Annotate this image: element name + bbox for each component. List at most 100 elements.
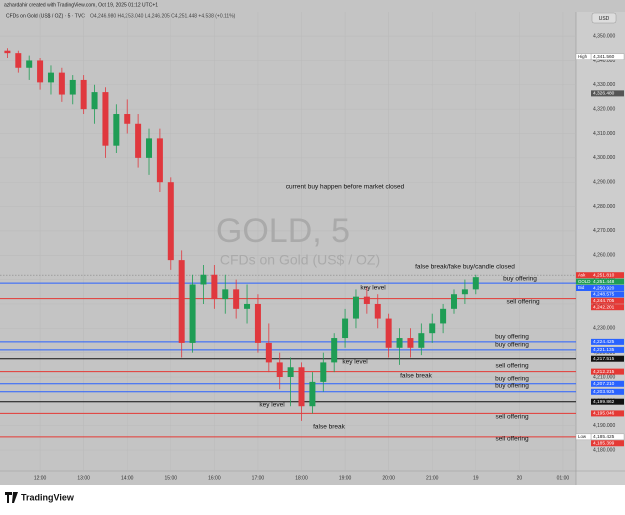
annotation: buy offering	[495, 383, 529, 390]
ohlc: O4,246.980 H4,253.040 L4,246.205 C4,251.…	[90, 13, 236, 19]
annotation: false break	[400, 373, 433, 380]
price-label-box	[591, 90, 624, 97]
price-label: 4,212.215	[593, 369, 615, 375]
price-label: 4,221.135	[593, 347, 615, 353]
candle-body	[189, 284, 196, 343]
candle-body	[156, 138, 163, 183]
price-tag-box	[576, 272, 591, 279]
price-label: 4,185.425	[593, 434, 615, 440]
candle-body	[309, 381, 316, 407]
candle-body	[233, 289, 240, 309]
price-label-box	[591, 338, 624, 345]
currency[interactable]: USD	[599, 16, 610, 22]
price-label-box	[591, 380, 624, 387]
candle-body	[298, 367, 305, 407]
price-tag-box	[576, 285, 591, 292]
symbol-line: CFDs on Gold (US$ / OZ) · 5 · TVC	[6, 13, 85, 19]
candle-body	[461, 289, 468, 295]
x-tick-label: 01:00	[557, 475, 570, 481]
price-label: 4,326.480	[593, 91, 615, 97]
annotation: false break	[313, 424, 346, 431]
x-tick-label: 17:00	[252, 475, 265, 481]
annotation: key level	[259, 402, 285, 409]
candle-body	[352, 296, 359, 319]
price-tag: Low	[578, 434, 587, 439]
y-tick-label: 4,190.000	[593, 423, 615, 429]
annotation: key level	[360, 285, 386, 292]
price-label: 4,251.810	[593, 272, 615, 278]
candle-body	[47, 72, 54, 83]
price-label-box	[591, 297, 624, 304]
x-tick-label: 19:00	[339, 475, 352, 481]
candle-body	[320, 362, 327, 382]
annotation: buy offering	[503, 276, 537, 283]
currency-button[interactable]	[591, 12, 617, 24]
price-label: 4,248.575	[593, 292, 615, 298]
credit: azhardahir created with TradingView.com,…	[4, 2, 158, 8]
annotation: sell offering	[495, 414, 529, 421]
candle-body	[4, 50, 11, 54]
price-label: 4,207.210	[593, 381, 615, 387]
candle-body	[113, 114, 120, 146]
price-label: 4,224.425	[593, 339, 615, 345]
annotation: buy offering	[495, 376, 529, 383]
annotation: false break/fake buy/candle closed	[415, 264, 515, 271]
price-label-box	[591, 355, 624, 362]
price-label: 4,195.046	[593, 411, 615, 417]
price-label-box	[591, 388, 624, 395]
candle-body	[342, 318, 349, 339]
price-label: 4,199.862	[593, 399, 615, 405]
price-label-box	[591, 304, 624, 311]
annotation: sell offering	[495, 363, 529, 370]
y-tick-label: 4,340.000	[593, 58, 615, 64]
price-label-box	[591, 272, 624, 279]
y-tick-label: 4,230.000	[593, 326, 615, 332]
y-tick-label: 4,270.000	[593, 228, 615, 234]
plot: 4,180.0004,190.0004,200.0004,210.0004,22…	[0, 12, 625, 481]
candle-body	[135, 123, 142, 158]
price-label: 4,341.560	[593, 54, 615, 60]
candle-body	[363, 296, 370, 304]
candle-body	[211, 274, 218, 300]
price-label-box	[591, 291, 624, 298]
annotation: sell offering	[495, 436, 529, 443]
price-label-box	[591, 368, 624, 375]
price-label-box	[591, 278, 624, 285]
price-label: 4,251.448	[593, 279, 615, 285]
candle-body	[244, 303, 251, 309]
candle-body	[37, 60, 44, 83]
candle-body	[102, 92, 109, 146]
candle-body	[440, 308, 447, 324]
candle-body	[69, 79, 76, 95]
price-label-box	[591, 440, 624, 447]
price-tag-box	[575, 53, 592, 60]
candle-body	[385, 318, 392, 348]
price-label: 4,217.515	[593, 356, 615, 362]
price-label: 4,250.920	[593, 285, 615, 291]
price-label: 4,242.201	[593, 304, 615, 310]
watermark-sub: CFDs on Gold (US$ / OZ)	[220, 252, 380, 268]
candle-body	[91, 92, 98, 110]
y-tick-label: 4,210.000	[593, 374, 615, 380]
x-tick-label: 15:00	[165, 475, 178, 481]
candle-body	[222, 289, 229, 300]
candle-body	[146, 138, 153, 158]
x-tick-label: 19	[473, 475, 479, 481]
x-tick-label: 20	[517, 475, 523, 481]
candle-body	[58, 72, 65, 95]
candle-body	[15, 53, 22, 68]
annotation: current buy happen before market closed	[286, 184, 405, 191]
price-label-box	[591, 285, 624, 292]
candle-body	[396, 338, 403, 348]
candle-body	[451, 294, 458, 309]
price-tag: Bid	[578, 285, 585, 290]
price-tag: Ask	[578, 272, 586, 277]
price-label-box	[591, 398, 624, 405]
x-tick-label: 13:00	[77, 475, 90, 481]
candle-body	[374, 303, 381, 319]
price-tag-box	[576, 278, 591, 285]
x-tick-label: 12:00	[34, 475, 47, 481]
y-tick-label: 4,220.000	[593, 350, 615, 356]
x-tick-label: 18:00	[295, 475, 308, 481]
x-tick-label: 14:00	[121, 475, 134, 481]
